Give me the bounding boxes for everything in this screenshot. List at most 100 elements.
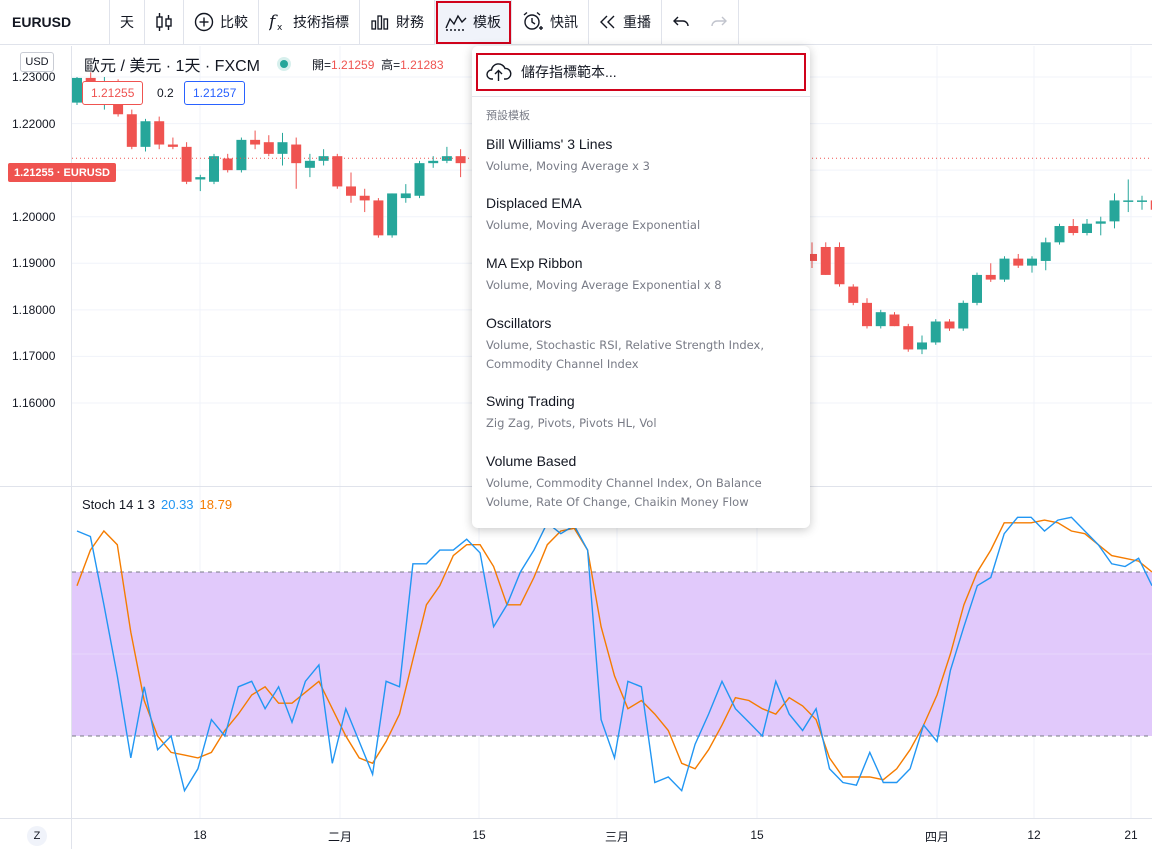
candle-body	[222, 158, 233, 171]
candle-body	[1013, 258, 1024, 266]
template-name: Volume Based	[486, 453, 577, 469]
candle-body	[277, 142, 288, 154]
stochastic-legend: Stoch 14 1 3 20.33 18.79	[82, 497, 232, 512]
candle-body	[209, 156, 219, 182]
svg-text:x: x	[277, 23, 283, 32]
candle-body	[167, 144, 178, 147]
undo-icon	[673, 16, 689, 27]
candle-body	[958, 302, 969, 329]
candle-body	[930, 321, 941, 343]
stochastic-k-value: 20.33	[161, 497, 194, 512]
svg-text:f: f	[269, 12, 278, 32]
spread-value: 0.2	[157, 86, 174, 100]
time-axis-label: 18	[193, 828, 207, 842]
time-axis-label: 15	[750, 828, 764, 842]
price-axis-label: 1.17000	[12, 349, 56, 364]
buy-button[interactable]: 1.21257	[184, 81, 246, 105]
template-item[interactable]: Bill Williams' 3 Lines Volume, Moving Av…	[486, 135, 796, 176]
replay-button[interactable]: 重播	[589, 0, 662, 45]
bar-chart-icon	[371, 15, 389, 30]
alerts-label: 快訊	[550, 14, 578, 30]
candle-body	[441, 156, 452, 161]
candle-body	[1137, 200, 1147, 202]
candle-body	[359, 195, 370, 201]
template-name: MA Exp Ribbon	[486, 255, 583, 271]
templates-button[interactable]: 模板	[435, 0, 512, 45]
stochastic-name: Stoch 14 1 3	[82, 497, 155, 512]
high-label: 高=	[381, 57, 401, 72]
save-template-label: 儲存指標範本...	[521, 64, 617, 80]
candle-body	[834, 246, 845, 285]
stochastic-d-line	[76, 519, 1152, 781]
time-axis-label: 三月	[604, 830, 630, 844]
financials-button[interactable]: 財務	[360, 0, 435, 45]
candle-body	[318, 156, 329, 161]
candle-body	[1095, 221, 1106, 224]
redo-button[interactable]	[700, 0, 739, 45]
candle-body	[889, 314, 900, 327]
cloud-upload-icon	[486, 63, 512, 81]
candle-body	[1027, 258, 1037, 266]
interval-button[interactable]: 天	[110, 0, 145, 45]
financials-label: 財務	[396, 14, 424, 30]
stochastic-pane[interactable]	[0, 487, 1152, 818]
zoom-button[interactable]: Z	[27, 826, 47, 846]
templates-dropdown: 儲存指標範本... 預設模板 Bill Williams' 3 Lines Vo…	[472, 46, 810, 528]
currency-label[interactable]: USD	[20, 52, 54, 72]
compare-button[interactable]: 比較	[184, 0, 259, 45]
candle-body	[985, 274, 996, 280]
interval-label: 天	[120, 14, 134, 30]
time-axis-label: 15	[472, 828, 486, 842]
candle-body	[820, 246, 831, 275]
candle-body	[236, 139, 247, 171]
high-value: 1.21283	[400, 57, 444, 72]
candle-body	[848, 286, 859, 303]
candle-body	[140, 121, 151, 147]
alerts-button[interactable]: 快訊	[512, 0, 589, 45]
candle-body	[1068, 226, 1079, 234]
symbol-search-button[interactable]: EURUSD	[0, 0, 110, 45]
candle-body	[332, 156, 343, 187]
candle-body	[875, 312, 886, 327]
sell-button[interactable]: 1.21255	[82, 81, 144, 105]
candle-body	[999, 258, 1010, 280]
symbol-title: 歐元 / 美元 · 1天 · FXCM	[84, 58, 261, 75]
symbol-label: EURUSD	[12, 14, 72, 30]
candle-body	[862, 302, 872, 327]
save-template-item[interactable]: 儲存指標範本...	[476, 53, 806, 91]
template-item[interactable]: MA Exp Ribbon Volume, Moving Average Exp…	[486, 254, 796, 295]
candle-body	[807, 253, 817, 261]
candle-body	[1123, 200, 1134, 202]
time-axis-label: 四月	[924, 830, 950, 844]
template-item[interactable]: Oscillators Volume, Stochastic RSI, Rela…	[486, 314, 796, 374]
template-description: Volume, Moving Average Exponential x 8	[486, 278, 722, 292]
undo-button[interactable]	[662, 0, 700, 45]
candle-body	[1054, 226, 1065, 243]
rewind-icon	[600, 15, 615, 29]
compare-label: 比較	[220, 14, 248, 30]
candle-body	[944, 321, 955, 329]
price-axis-label: 1.18000	[12, 302, 56, 317]
price-axis-label: 1.22000	[12, 116, 56, 131]
time-axis-label: 12	[1027, 828, 1041, 842]
plus-circle-icon	[194, 12, 214, 32]
candle-body	[126, 114, 137, 147]
template-item[interactable]: Swing Trading Zig Zag, Pivots, Pivots HL…	[486, 392, 796, 433]
chart-style-button[interactable]	[145, 0, 184, 45]
stochastic-k-line	[76, 516, 1152, 793]
template-item[interactable]: Displaced EMA Volume, Moving Average Exp…	[486, 194, 796, 235]
candle-body	[195, 177, 206, 180]
template-name: Oscillators	[486, 315, 552, 331]
time-axis[interactable]: Z 18 二月 15 三月 15 四月 12 21	[0, 818, 1152, 849]
market-status-icon	[280, 60, 289, 68]
template-name: Displaced EMA	[486, 195, 582, 211]
price-axis-label: 1.23000	[12, 70, 56, 84]
redo-icon	[711, 16, 727, 27]
candle-body	[1082, 223, 1092, 234]
candle-body	[154, 121, 165, 145]
candle-body	[373, 200, 384, 236]
candlestick-icon	[156, 13, 172, 31]
template-item[interactable]: Volume Based Volume, Commodity Channel I…	[486, 452, 796, 512]
indicators-label: 技術指標	[293, 14, 349, 30]
